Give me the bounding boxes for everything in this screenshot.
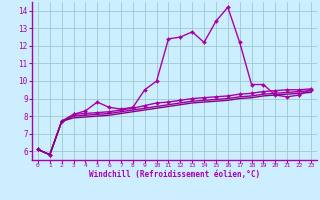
X-axis label: Windchill (Refroidissement éolien,°C): Windchill (Refroidissement éolien,°C) <box>89 170 260 179</box>
